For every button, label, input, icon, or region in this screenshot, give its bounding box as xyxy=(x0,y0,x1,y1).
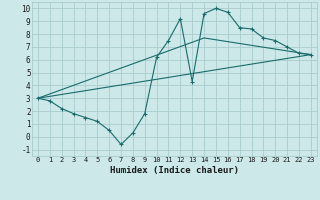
X-axis label: Humidex (Indice chaleur): Humidex (Indice chaleur) xyxy=(110,166,239,175)
